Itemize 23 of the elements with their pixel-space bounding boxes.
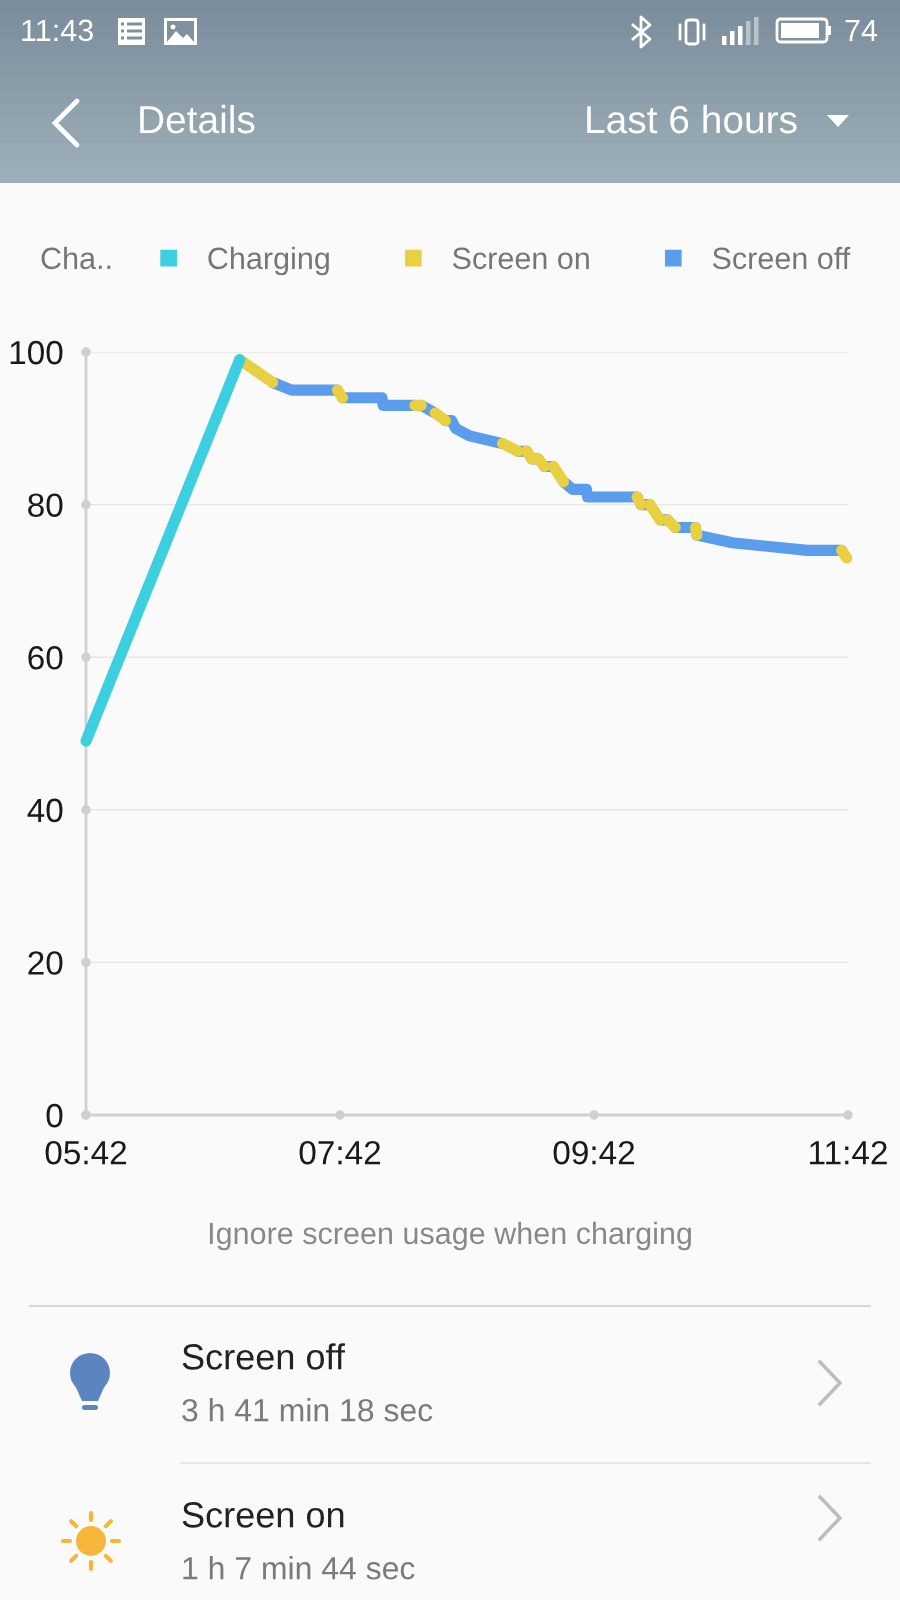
text: 3 h 41 min 18 sec — [182, 1398, 433, 1422]
legend-label: Screen on — [452, 247, 589, 270]
text: 74 — [845, 19, 878, 41]
legend-label: Charging — [208, 246, 329, 276]
y-tick-label: 0 — [46, 1103, 63, 1128]
chart-title: Details — [140, 104, 255, 134]
x-tick-label: 07:42 — [299, 1140, 381, 1165]
y-tick-label: 60 — [28, 646, 63, 670]
text: Screen off — [182, 1343, 346, 1370]
legend-title: Cha.. — [41, 246, 111, 270]
y-tick-label: 100 — [10, 340, 63, 365]
x-tick-label: 05:42 — [45, 1140, 127, 1165]
text: 11:43 — [22, 19, 93, 42]
text: Screen on — [182, 1502, 344, 1528]
y-tick-label: 40 — [27, 798, 63, 823]
chart-subtitle: Last 6 hours — [587, 104, 797, 134]
text: Ignore screen usage when charging — [209, 1221, 691, 1251]
text: 1 h 7 min 44 sec — [183, 1556, 415, 1580]
x-tick-label: 11:42 — [810, 1140, 887, 1165]
y-tick-label: 80 — [28, 493, 63, 518]
x-tick-label: 09:42 — [553, 1140, 635, 1165]
legend-label: Screen off — [712, 246, 851, 270]
y-tick-label: 20 — [28, 951, 63, 975]
